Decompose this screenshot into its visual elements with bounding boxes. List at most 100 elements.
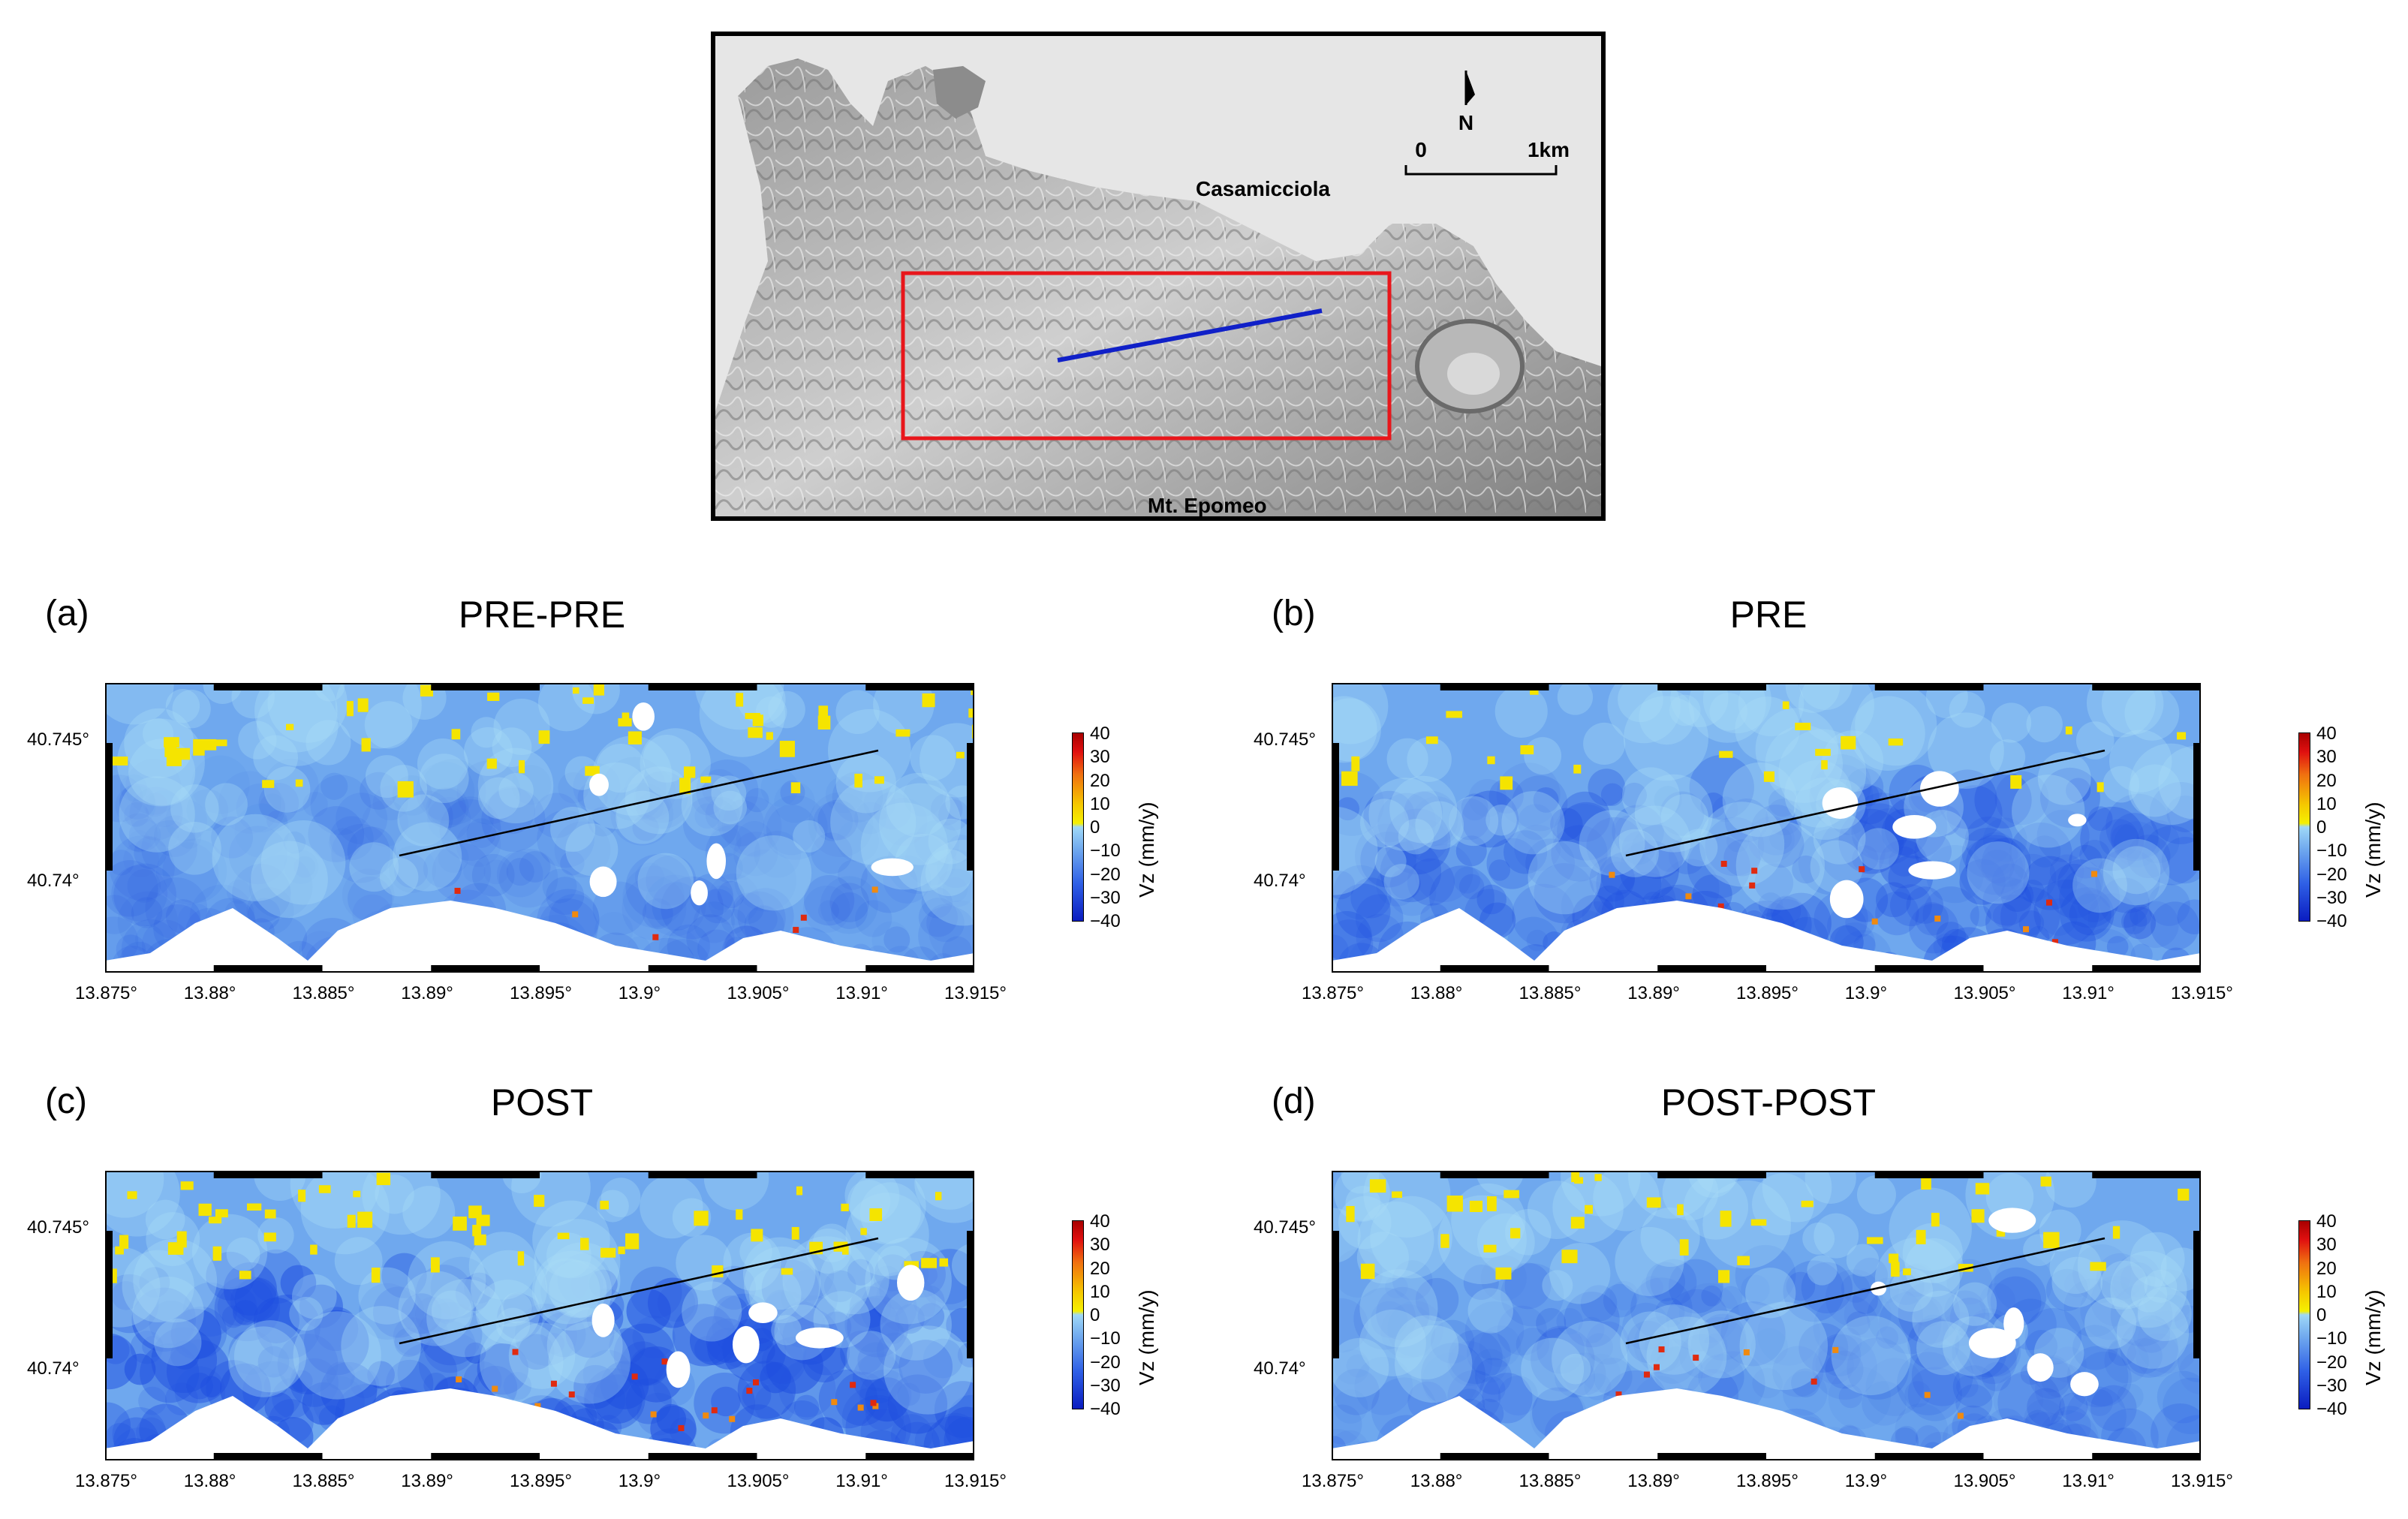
colorbar-tick-label: −40 [2316, 1399, 2347, 1419]
y-tick-label: 40.745° [27, 1217, 90, 1238]
profile-line [399, 1237, 879, 1345]
y-tick-label: 40.745° [1254, 729, 1317, 750]
x-tick-label: 13.915° [944, 983, 1007, 1003]
colorbar-tick-label: 0 [2316, 817, 2327, 838]
study-area-box [901, 271, 1392, 441]
colorbar-tick-label: 0 [2316, 1305, 2327, 1325]
y-tick-label: 40.74° [1254, 871, 1306, 891]
colorbar-tick-label: 30 [1090, 747, 1110, 768]
panel-letter: (c) [45, 1081, 87, 1121]
x-tick-label: 13.88° [1410, 1471, 1463, 1491]
colorbar-tick-label: 10 [1090, 1281, 1110, 1302]
colorbar-tick-label: 0 [1090, 1305, 1100, 1325]
velocity-map [1332, 1171, 2201, 1460]
colorbar-tick-label: 10 [1090, 793, 1110, 814]
colorbar-tick-label: −20 [2316, 864, 2347, 885]
colorbar-tick-label: 40 [2316, 1211, 2337, 1232]
panel-letter: (a) [45, 594, 89, 633]
town-label: Casamicciola [1196, 177, 1330, 200]
colorbar-tick-label: −40 [1090, 1399, 1121, 1419]
colorbar-tick-label: −10 [2316, 1328, 2347, 1349]
colorbar [1072, 732, 1084, 922]
colorbar [1072, 1220, 1084, 1409]
colorbar-tick-label: 20 [2316, 770, 2337, 791]
colorbar-title: Vz (mm/y) [1135, 1289, 1158, 1385]
x-tick-label: 13.875° [1302, 983, 1365, 1003]
x-tick-label: 13.9° [618, 1471, 661, 1491]
y-tick-label: 40.74° [27, 1358, 80, 1379]
scale-start-label: 0 [1415, 138, 1427, 161]
colorbar-tick-label: −10 [1090, 841, 1121, 862]
y-tick-label: 40.745° [27, 729, 90, 750]
x-tick-label: 13.915° [2171, 1471, 2234, 1491]
x-tick-label: 13.895° [1736, 1471, 1799, 1491]
colorbar-tick-label: −10 [2316, 841, 2347, 862]
x-tick-label: 13.88° [183, 1471, 236, 1491]
x-tick-label: 13.88° [183, 983, 236, 1003]
x-tick-label: 13.885° [292, 1471, 355, 1491]
x-tick-label: 13.89° [1627, 983, 1680, 1003]
x-tick-label: 13.885° [1519, 983, 1582, 1003]
x-tick-label: 13.91° [835, 983, 888, 1003]
colorbar-tick-label: 40 [2316, 723, 2337, 744]
profile-line [1625, 749, 2105, 857]
velocity-map [105, 1171, 974, 1460]
x-tick-label: 13.895° [510, 983, 573, 1003]
velocity-map [1332, 683, 2201, 973]
x-tick-label: 13.915° [944, 1471, 1007, 1491]
velocity-map [105, 683, 974, 973]
scale-bar [1404, 165, 1558, 176]
x-tick-label: 13.895° [510, 1471, 573, 1491]
colorbar-tick-label: 30 [2316, 747, 2337, 768]
panel-title: POST-POST [1660, 1081, 1877, 1123]
x-tick-label: 13.875° [75, 1471, 138, 1491]
colorbar-tick-label: 20 [2316, 1258, 2337, 1279]
colorbar-title: Vz (mm/y) [2361, 802, 2385, 898]
x-tick-label: 13.91° [2062, 983, 2115, 1003]
x-tick-label: 13.905° [727, 1471, 790, 1491]
colorbar-tick-label: −40 [1090, 911, 1121, 931]
y-tick-label: 40.74° [1254, 1358, 1306, 1379]
colorbar-title: Vz (mm/y) [1135, 802, 1158, 898]
x-tick-label: 13.9° [618, 983, 661, 1003]
colorbar-tick-label: −40 [2316, 911, 2347, 931]
colorbar-tick-label: −20 [1090, 864, 1121, 885]
profile-line [1057, 308, 1323, 362]
colorbar-tick-label: 20 [1090, 770, 1110, 791]
y-tick-label: 40.745° [1254, 1217, 1317, 1238]
x-tick-label: 13.9° [1844, 1471, 1888, 1491]
x-tick-label: 13.905° [1953, 983, 2016, 1003]
colorbar-tick-label: 10 [2316, 1281, 2337, 1302]
north-label: N [1458, 111, 1474, 134]
x-tick-label: 13.885° [1519, 1471, 1582, 1491]
x-tick-label: 13.88° [1410, 983, 1463, 1003]
colorbar-tick-label: −20 [1090, 1352, 1121, 1373]
colorbar-tick-label: −30 [1090, 1375, 1121, 1396]
x-tick-label: 13.915° [2171, 983, 2234, 1003]
x-tick-label: 13.875° [1302, 1471, 1365, 1491]
y-tick-label: 40.74° [27, 871, 80, 891]
colorbar-tick-label: 40 [1090, 1211, 1110, 1232]
colorbar-title: Vz (mm/y) [2361, 1289, 2385, 1385]
locator-map: N 0 1km Casamicciola Mt. Epomeo [711, 32, 1606, 521]
profile-line [399, 749, 879, 857]
x-tick-label: 13.89° [401, 983, 453, 1003]
colorbar-tick-label: 20 [1090, 1258, 1110, 1279]
x-tick-label: 13.885° [292, 983, 355, 1003]
panel-title: PRE-PRE [458, 594, 626, 636]
colorbar-tick-label: 30 [1090, 1235, 1110, 1256]
colorbar-tick-label: 0 [1090, 817, 1100, 838]
colorbar [2298, 732, 2310, 922]
colorbar [2298, 1220, 2310, 1409]
x-tick-label: 13.91° [835, 1471, 888, 1491]
x-tick-label: 13.905° [1953, 1471, 2016, 1491]
scale-end-label: 1km [1527, 138, 1570, 161]
x-tick-label: 13.89° [1627, 1471, 1680, 1491]
panel-letter: (b) [1272, 594, 1316, 633]
x-tick-label: 13.905° [727, 983, 790, 1003]
headland [933, 66, 986, 119]
x-tick-label: 13.89° [401, 1471, 453, 1491]
x-tick-label: 13.895° [1736, 983, 1799, 1003]
colorbar-tick-label: −30 [2316, 1375, 2347, 1396]
colorbar-tick-label: 40 [1090, 723, 1110, 744]
